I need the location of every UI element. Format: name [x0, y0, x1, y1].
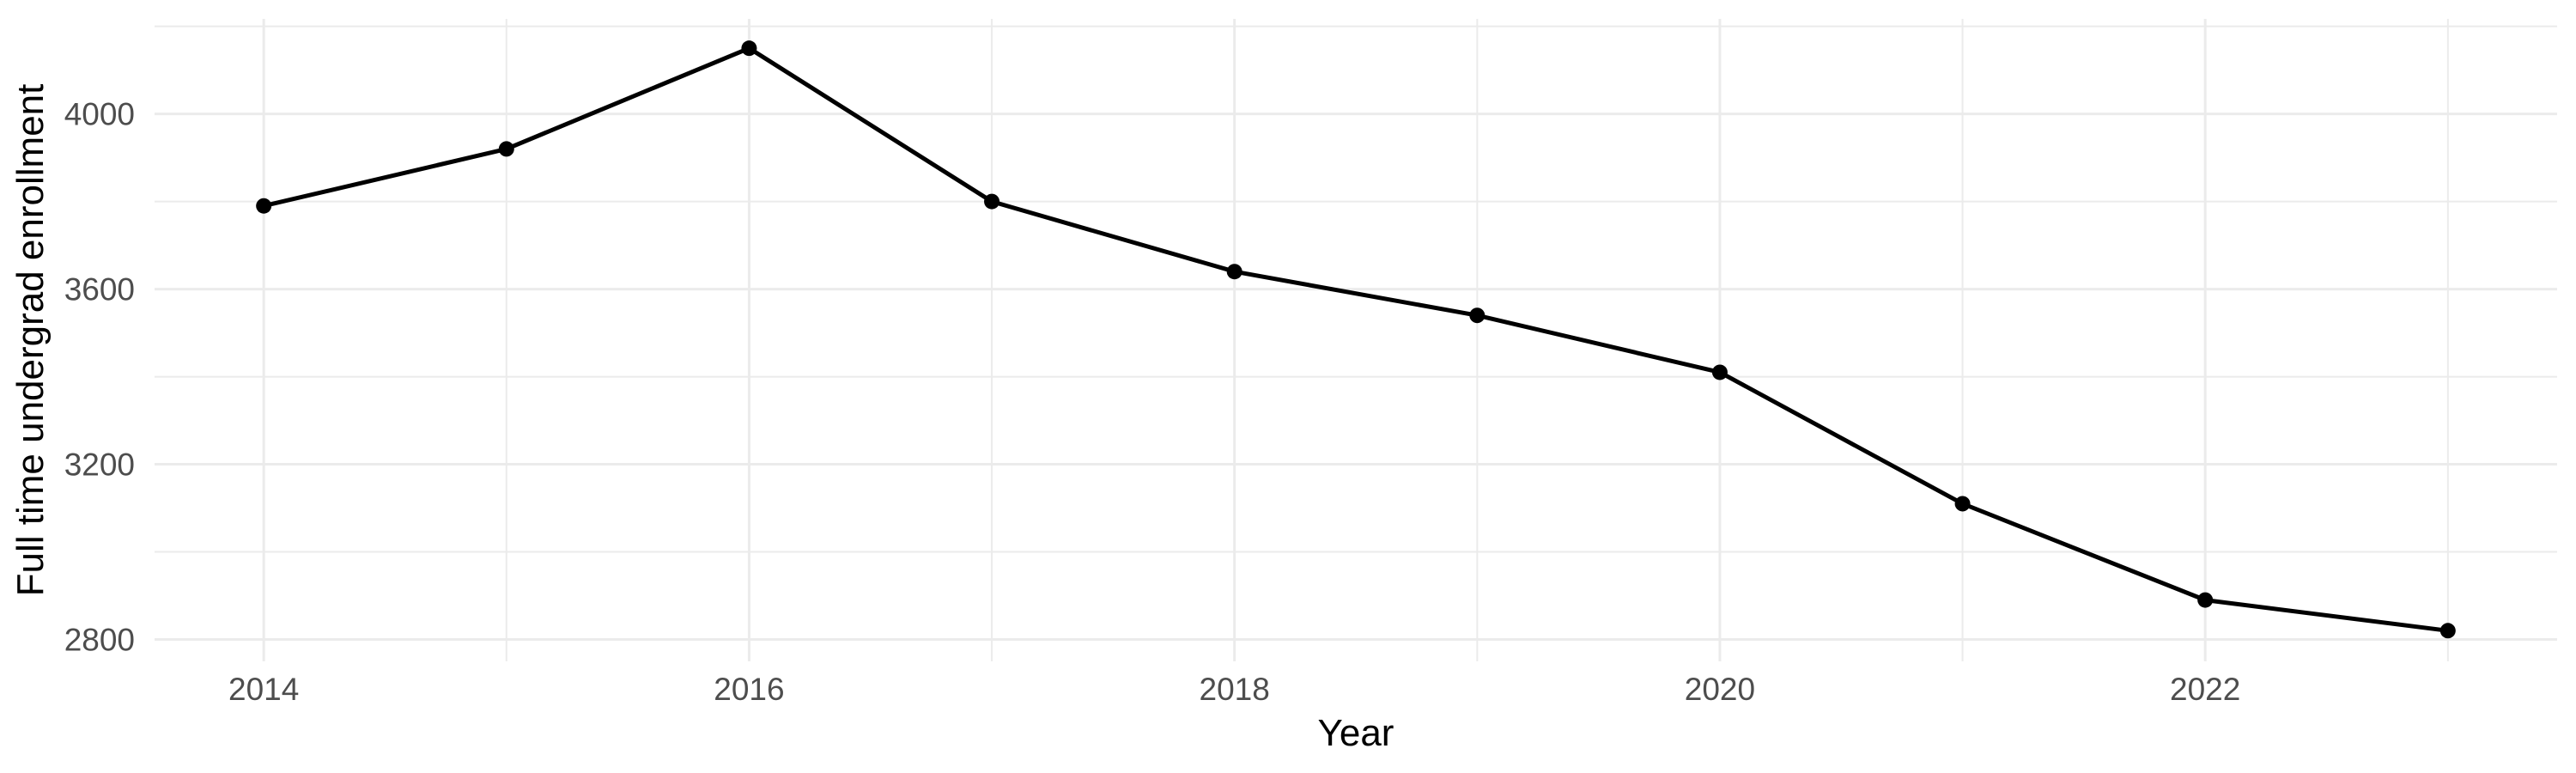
- x-axis-title: Year: [1318, 712, 1394, 754]
- x-tick-label: 2014: [228, 672, 299, 707]
- x-tick-label: 2016: [714, 672, 784, 707]
- y-tick-label: 3600: [64, 272, 135, 307]
- x-tick-label: 2020: [1685, 672, 1755, 707]
- enrollment-trend-line: [261, 46, 2451, 633]
- data-point: [1226, 264, 1242, 280]
- data-points-layer: [256, 40, 2456, 639]
- x-tick-label: 2022: [2170, 672, 2240, 707]
- data-point: [1954, 496, 1971, 512]
- data-point: [498, 141, 514, 157]
- y-tick-label: 4000: [64, 97, 135, 132]
- major-gridlines: [155, 19, 2557, 661]
- data-point: [984, 193, 1000, 210]
- y-axis-title: Full time undergrad enrollment: [9, 84, 52, 597]
- data-point: [2197, 592, 2214, 608]
- data-series-layer: [261, 46, 2451, 633]
- data-point: [256, 198, 272, 214]
- data-point: [741, 40, 757, 57]
- x-axis-tick-labels: 2014 2016 2018 2020 2022: [228, 672, 2240, 707]
- y-axis-tick-labels: 2800 3200 3600 4000: [64, 97, 135, 658]
- data-point: [2439, 623, 2456, 639]
- y-tick-label: 3200: [64, 447, 135, 483]
- y-tick-label: 2800: [64, 623, 135, 658]
- x-tick-label: 2018: [1200, 672, 1270, 707]
- data-point: [1711, 364, 1728, 380]
- minor-gridlines: [155, 19, 2557, 661]
- data-point: [1469, 307, 1485, 324]
